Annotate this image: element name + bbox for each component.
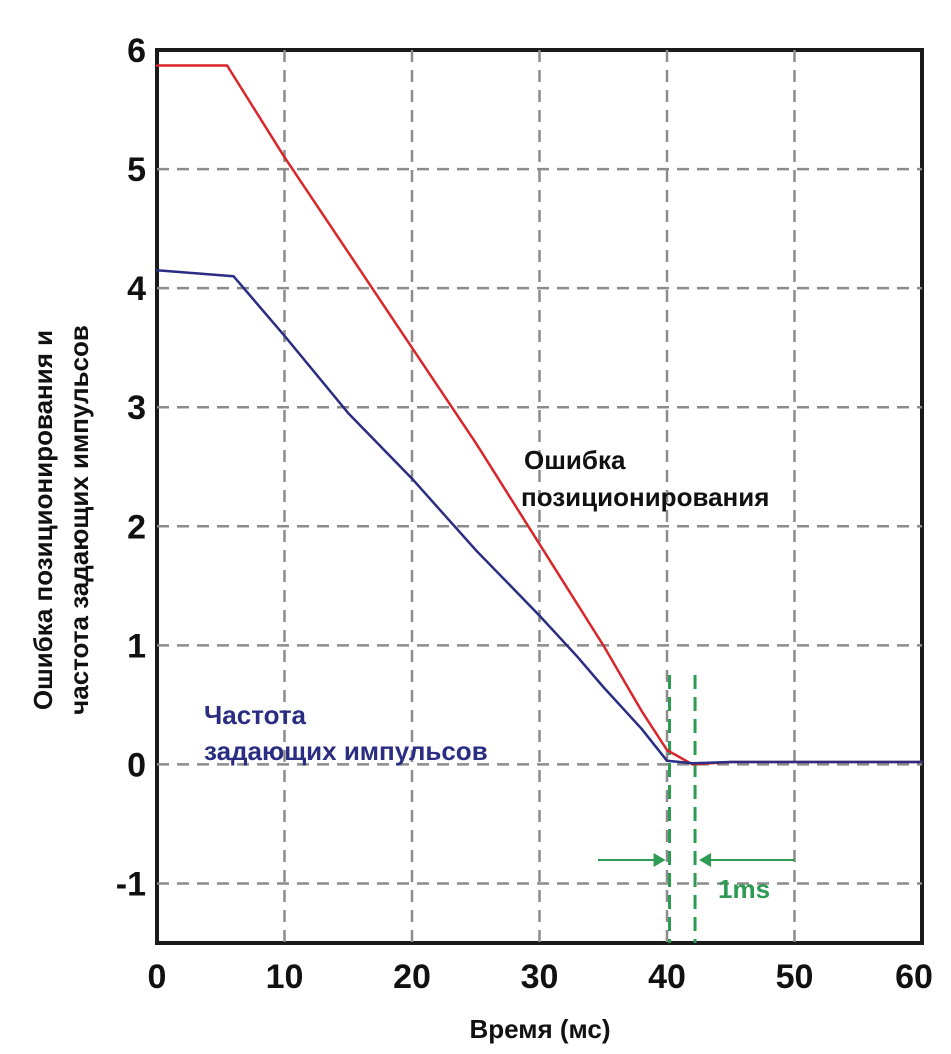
x-axis-title: Время (мс) xyxy=(469,1014,610,1044)
grid xyxy=(157,50,922,943)
one-ms-markers xyxy=(598,675,795,943)
x-tick-label: 20 xyxy=(393,958,431,996)
y-tick-label: 4 xyxy=(127,270,146,308)
x-tick-label: 50 xyxy=(776,958,814,996)
x-tick-label: 40 xyxy=(648,958,686,996)
y-tick-label: 3 xyxy=(127,389,146,427)
y-tick-label: 6 xyxy=(127,32,146,70)
x-tick-label: 30 xyxy=(521,958,559,996)
y-axis-title-line1: Ошибка позиционирования и xyxy=(28,330,58,710)
series-group xyxy=(155,64,924,766)
y-tick-label: 1 xyxy=(127,627,146,665)
x-tick-label: 60 xyxy=(895,958,933,996)
y-tick-label: 5 xyxy=(127,151,146,189)
y-axis-title-line2: частота задающих импульсов xyxy=(64,325,94,715)
pulse-annotation-line2: задающих импульсов xyxy=(204,736,488,766)
one-ms-arrowhead-left xyxy=(653,853,666,867)
series-line-pulse-frequency xyxy=(155,269,924,765)
y-tick-label: 2 xyxy=(127,508,146,546)
x-tick-label: 0 xyxy=(148,958,167,996)
x-tick-labels: 0 10 20 30 40 50 60 xyxy=(148,958,933,996)
pulse-annotation-line1: Частота xyxy=(204,700,307,730)
y-tick-labels: 6 5 4 3 2 1 0 -1 xyxy=(116,32,146,903)
one-ms-arrowhead-right xyxy=(699,853,712,867)
x-tick-label: 10 xyxy=(266,958,304,996)
y-tick-label: 0 xyxy=(127,746,146,784)
one-ms-label: 1ms xyxy=(718,874,770,904)
error-annotation-line2: позиционирования xyxy=(521,482,769,512)
y-tick-label: -1 xyxy=(116,865,146,903)
error-annotation-line1: Ошибка xyxy=(524,445,626,475)
